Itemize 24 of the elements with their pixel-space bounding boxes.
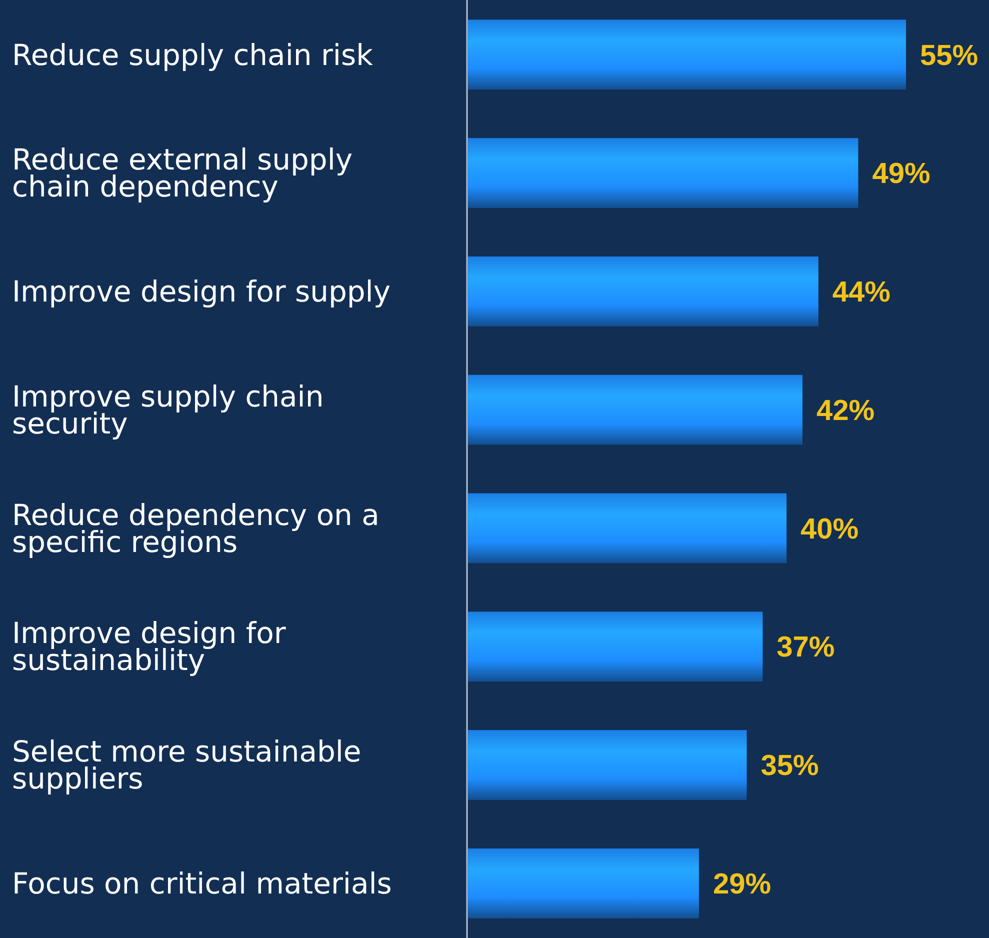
bar	[468, 374, 802, 445]
bar	[468, 848, 699, 918]
y-tick-label: Improve supply chain security	[12, 379, 324, 440]
data-label: 44%	[832, 276, 891, 309]
data-label: 29%	[712, 868, 772, 901]
bar	[468, 730, 747, 800]
y-tick-label: Reduce supply chain risk	[12, 38, 374, 72]
bar	[468, 138, 858, 208]
bar	[468, 493, 787, 564]
data-label: 49%	[872, 158, 930, 190]
y-tick-label: Reduce dependency on a specific regions	[12, 498, 380, 559]
y-tick-label: Improve design for sustainability	[12, 616, 286, 678]
data-label: 55%	[920, 40, 978, 72]
data-label: 42%	[816, 394, 875, 427]
bar	[468, 256, 818, 326]
data-label: 37%	[776, 632, 835, 664]
data-label: 35%	[760, 750, 819, 782]
y-tick-label: Reduce external supply chain dependency	[12, 142, 353, 204]
data-label: 40%	[800, 513, 859, 546]
y-tick-label: Improve design for supply	[12, 274, 391, 309]
y-tick-label: Select more sustainable suppliers	[12, 734, 362, 796]
bar	[468, 20, 906, 90]
y-tick-label: Focus on critical materials	[12, 866, 392, 901]
bar	[468, 612, 763, 682]
